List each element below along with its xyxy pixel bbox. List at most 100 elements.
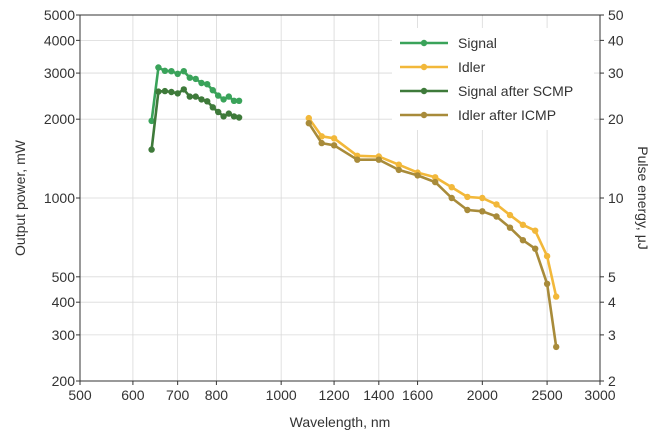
data-point-signal-after-scmp [161, 87, 169, 95]
data-point-signal-after-scmp [198, 96, 205, 103]
data-point-signal [204, 81, 211, 88]
data-point-signal [209, 87, 216, 94]
data-point-signal-after-scmp [168, 88, 175, 96]
data-point-signal [225, 93, 232, 100]
data-point-idler-after-icmp [432, 178, 439, 186]
series [148, 64, 560, 351]
series-line-idler-after-icmp [307, 121, 558, 349]
y-tick-label: 3000 [44, 65, 75, 81]
x-axis-tick-labels: 500 600 700 800 1000 1200 1400 1600 2000 2500 3000 [68, 387, 615, 403]
data-point-idler [464, 193, 471, 201]
data-point-idler-after-icmp [543, 280, 551, 287]
y-tick-label: 400 [52, 294, 76, 310]
series-idler-after-icmp [305, 120, 560, 351]
y2-tick-label: 3 [608, 327, 616, 343]
x-tick-label: 1000 [266, 387, 297, 403]
data-point-signal-after-scmp [148, 146, 155, 153]
x-tick-label: 1600 [402, 387, 433, 403]
data-point-idler-after-icmp [532, 245, 539, 252]
data-point-signal-after-scmp [180, 86, 187, 93]
x-tick-label: 800 [205, 387, 229, 403]
data-point-idler-after-icmp [330, 142, 338, 149]
data-point-signal [155, 64, 162, 71]
data-point-signal [215, 92, 222, 99]
data-point-idler-after-icmp [395, 166, 402, 174]
data-point-signal [186, 74, 193, 81]
data-point-signal-after-scmp [235, 114, 243, 121]
y2-axis-title: Pulse energy, μJ [635, 146, 651, 250]
y2-tick-label: 5 [608, 269, 616, 285]
data-point-signal-after-scmp [174, 90, 181, 97]
x-tick-label: 3000 [584, 387, 615, 403]
series-signal [148, 64, 243, 125]
data-point-signal [198, 79, 205, 87]
legend-label-idler-after-icmp: Idler after ICMP [458, 107, 556, 123]
tick-marks [76, 14, 604, 385]
y2-tick-label: 2 [608, 373, 616, 389]
data-point-signal [220, 96, 227, 103]
data-point-idler-after-icmp [354, 156, 361, 163]
data-point-idler-after-icmp [464, 206, 471, 214]
data-point-signal-after-scmp [192, 93, 199, 100]
data-point-idler-after-icmp [375, 156, 382, 163]
legend: Signal Idler Signal after SCMP Idler aft… [392, 28, 594, 130]
data-point-idler [479, 194, 486, 202]
data-point-idler-after-icmp [318, 139, 325, 147]
x-axis-title: Wavelength, nm [290, 414, 391, 430]
data-point-idler-after-icmp [305, 120, 312, 127]
data-point-idler [432, 174, 439, 181]
legend-label-signal-after-scmp: Signal after SCMP [458, 83, 573, 99]
legend-entry-idler: Idler [400, 59, 486, 75]
data-point-signal-after-scmp [225, 110, 232, 117]
x-tick-label: 2000 [467, 387, 498, 403]
data-point-signal-after-scmp [186, 93, 193, 100]
data-point-idler [448, 184, 455, 191]
y-axis-tick-labels: 200 300 400 500 1000 2000 3000 4000 5000 [44, 7, 75, 389]
y-tick-label: 1000 [44, 190, 75, 206]
x-tick-label: 500 [68, 387, 92, 403]
legend-marker-signal-after-scmp [420, 87, 428, 95]
data-point-signal [230, 97, 238, 105]
legend-marker-idler-after-icmp [420, 111, 428, 119]
data-point-signal [235, 97, 243, 105]
data-point-idler-after-icmp [506, 224, 514, 231]
data-point-signal [174, 70, 181, 78]
x-tick-label: 1200 [318, 387, 349, 403]
y2-tick-label: 30 [608, 65, 624, 81]
data-point-idler-after-icmp [493, 213, 500, 220]
y-tick-label: 200 [52, 373, 76, 389]
y2-tick-label: 40 [608, 32, 624, 48]
data-point-signal-after-scmp [230, 113, 238, 120]
x-tick-label: 2500 [532, 387, 563, 403]
data-point-signal [168, 68, 175, 75]
legend-label-signal: Signal [458, 35, 497, 51]
data-point-signal [180, 68, 187, 75]
data-point-signal-after-scmp [209, 104, 216, 111]
y2-tick-label: 4 [608, 294, 616, 310]
legend-entry-idler-after-icmp: Idler after ICMP [400, 107, 556, 123]
data-point-signal [161, 67, 169, 75]
y-tick-label: 2000 [44, 111, 75, 127]
y2-axis-tick-labels: 2 3 4 5 10 20 30 40 50 [608, 7, 624, 389]
y-tick-label: 5000 [44, 7, 75, 23]
data-point-signal-after-scmp [220, 113, 227, 120]
series-idler [305, 114, 560, 300]
legend-marker-signal [420, 39, 428, 47]
y2-tick-label: 10 [608, 190, 624, 206]
data-point-idler [532, 227, 539, 234]
data-point-idler [330, 135, 338, 142]
series-line-idler [307, 116, 558, 298]
data-point-idler-after-icmp [448, 194, 455, 202]
data-point-idler-after-icmp [479, 208, 486, 215]
y-tick-label: 300 [52, 327, 76, 343]
data-point-idler [493, 201, 500, 208]
data-point-signal [148, 117, 155, 125]
x-tick-label: 700 [166, 387, 190, 403]
data-point-idler [305, 114, 312, 122]
data-point-idler-after-icmp [519, 237, 527, 244]
data-point-idler-after-icmp [414, 172, 421, 179]
legend-label-idler: Idler [458, 59, 486, 75]
data-point-idler [318, 133, 325, 140]
legend-marker-idler [420, 63, 428, 71]
